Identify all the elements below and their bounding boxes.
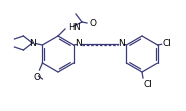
Text: O: O [34, 73, 41, 82]
Text: N: N [29, 39, 36, 48]
Text: N: N [118, 40, 125, 49]
Text: Cl: Cl [163, 40, 171, 49]
Text: O: O [89, 19, 96, 28]
Text: N: N [75, 40, 82, 49]
Text: HN: HN [68, 24, 81, 33]
Text: Cl: Cl [144, 80, 153, 89]
